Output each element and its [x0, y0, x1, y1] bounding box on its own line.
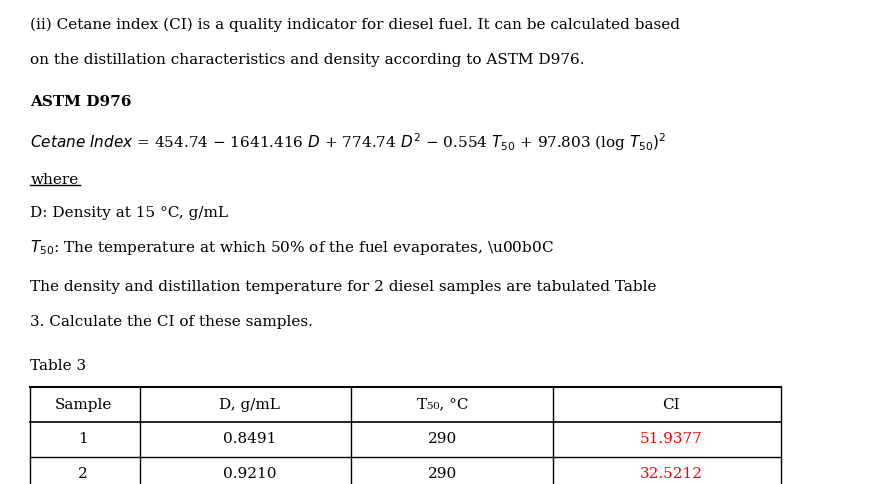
Text: 32.5212: 32.5212: [640, 467, 703, 481]
Text: (ii) Cetane index (CI) is a quality indicator for diesel fuel. It can be calcula: (ii) Cetane index (CI) is a quality indi…: [30, 18, 680, 32]
Text: The density and distillation temperature for 2 diesel samples are tabulated Tabl: The density and distillation temperature…: [30, 280, 657, 294]
Text: 3. Calculate the CI of these samples.: 3. Calculate the CI of these samples.: [30, 315, 314, 329]
Text: Table 3: Table 3: [30, 359, 87, 373]
Text: on the distillation characteristics and density according to ASTM D976.: on the distillation characteristics and …: [30, 53, 585, 67]
Text: Sample: Sample: [54, 398, 112, 412]
Text: 2: 2: [78, 467, 88, 481]
Text: ASTM D976: ASTM D976: [30, 94, 132, 108]
Text: 0.9210: 0.9210: [223, 467, 276, 481]
Text: 1: 1: [78, 432, 88, 446]
Text: T₅₀, °C: T₅₀, °C: [417, 398, 469, 412]
Text: $\mathit{Cetane\ Index}$ = 454.74 $-$ 1641.416 $\mathit{D}$ + 774.74 $\mathit{D}: $\mathit{Cetane\ Index}$ = 454.74 $-$ 16…: [30, 132, 667, 153]
Text: $T_{50}$: The temperature at which 50% of the fuel evaporates, \u00b0C: $T_{50}$: The temperature at which 50% o…: [30, 238, 555, 257]
Text: where: where: [30, 173, 79, 187]
Text: 51.9377: 51.9377: [640, 432, 703, 446]
Text: D, g/mL: D, g/mL: [220, 398, 280, 412]
Text: CI: CI: [663, 398, 680, 412]
Text: D: Density at 15 °C, g/mL: D: Density at 15 °C, g/mL: [30, 206, 229, 220]
Text: 0.8491: 0.8491: [223, 432, 276, 446]
Text: 290: 290: [428, 467, 458, 481]
Text: 290: 290: [428, 432, 458, 446]
